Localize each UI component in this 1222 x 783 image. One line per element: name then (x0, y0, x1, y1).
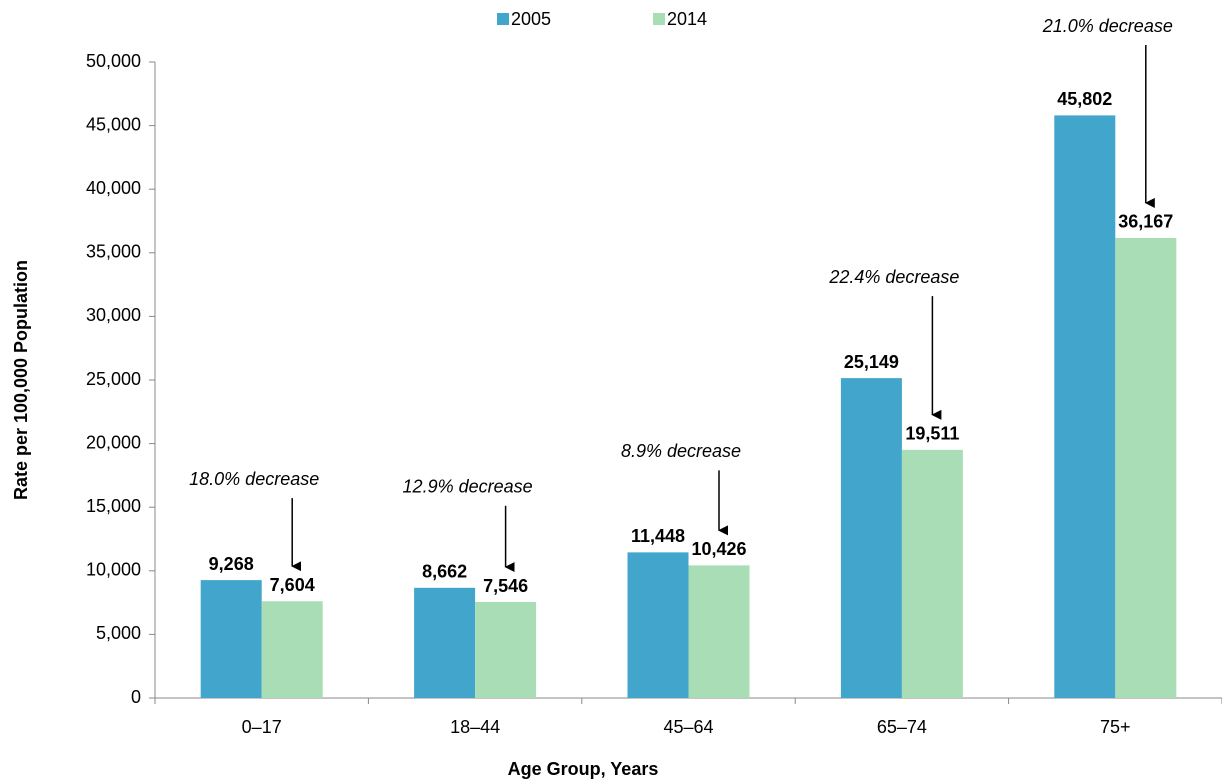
x-axis-title: Age Group, Years (508, 759, 659, 779)
y-tick-label: 45,000 (86, 114, 141, 134)
annotation: 12.9% decrease (403, 477, 533, 497)
bar (688, 565, 750, 698)
legend-swatch (653, 13, 665, 25)
y-tick-label: 50,000 (86, 51, 141, 71)
x-tick-label: 75+ (1100, 717, 1131, 737)
value-label: 19,511 (905, 424, 959, 444)
bar (475, 602, 537, 698)
legend-label: 2005 (511, 9, 551, 29)
y-tick-label: 20,000 (86, 432, 141, 452)
bar (414, 587, 476, 698)
y-tick-label: 40,000 (86, 178, 141, 198)
bar (1054, 115, 1116, 698)
bar (261, 601, 323, 698)
annotation: 22.4% decrease (828, 267, 959, 287)
value-label: 9,268 (209, 554, 254, 574)
y-tick-label: 25,000 (86, 369, 141, 389)
legend-swatch (497, 13, 509, 25)
annotation: 18.0% decrease (189, 469, 319, 489)
bar (200, 580, 262, 698)
y-tick-label: 5,000 (96, 623, 141, 643)
value-label: 11,448 (631, 526, 685, 546)
y-tick-label: 35,000 (86, 242, 141, 262)
annotation: 8.9% decrease (621, 441, 741, 461)
bar (840, 378, 902, 698)
x-tick-label: 45–64 (663, 717, 713, 737)
bar (901, 449, 963, 698)
y-axis-title: Rate per 100,000 Population (11, 260, 31, 500)
value-label: 36,167 (1118, 212, 1173, 232)
value-label: 10,426 (691, 539, 746, 559)
x-tick-label: 18–44 (450, 717, 500, 737)
annotation: 21.0% decrease (1042, 16, 1173, 36)
value-label: 7,604 (270, 575, 315, 595)
x-tick-label: 65–74 (877, 717, 927, 737)
value-label: 8,662 (422, 562, 467, 582)
bar (627, 552, 689, 698)
value-label: 7,546 (483, 576, 528, 596)
value-label: 25,149 (844, 352, 899, 372)
value-label: 45,802 (1057, 89, 1112, 109)
y-tick-label: 15,000 (86, 496, 141, 516)
x-tick-label: 0–17 (242, 717, 282, 737)
bar (1115, 237, 1177, 699)
legend-label: 2014 (667, 9, 707, 29)
y-tick-label: 10,000 (86, 560, 141, 580)
y-tick-label: 30,000 (86, 305, 141, 325)
y-tick-label: 0 (131, 687, 141, 707)
